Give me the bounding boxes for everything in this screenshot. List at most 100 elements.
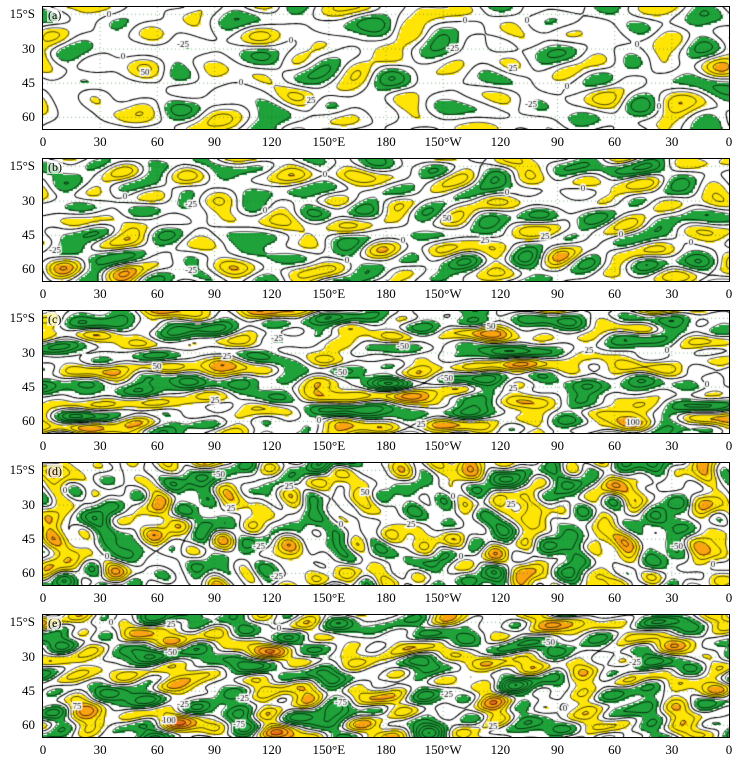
x-tick-label: 120 bbox=[490, 438, 511, 453]
panel-c: (c) 15°S 30 45 60 0 30 60 90 120 150°E 180 150°W 120 9… bbox=[10, 310, 733, 462]
panel-label-d: (d) bbox=[47, 464, 63, 478]
y-axis-a: 15°S 30 45 60 bbox=[0, 6, 38, 129]
x-tick-label: 90 bbox=[551, 438, 564, 453]
x-axis-b: 0 30 60 90 120 150°E 180 150°W 120 90 60 30 0 bbox=[40, 284, 733, 308]
y-tick-label: 45 bbox=[22, 379, 35, 395]
x-tick-label: 30 bbox=[93, 286, 107, 301]
y-tick-label: 60 bbox=[22, 413, 35, 429]
x-tick-label: 0 bbox=[725, 286, 733, 301]
x-tick-label: 90 bbox=[551, 286, 564, 301]
x-tick-label: 0 bbox=[725, 438, 733, 453]
x-tick-label: 60 bbox=[150, 590, 164, 605]
x-tick-label: 150°E bbox=[312, 286, 346, 301]
y-tick-label: 30 bbox=[22, 497, 35, 513]
x-tick-label: 60 bbox=[608, 438, 622, 453]
y-tick-label: 15°S bbox=[9, 462, 35, 478]
map-plot-b: (b) bbox=[42, 158, 730, 282]
x-tick-label: 30 bbox=[93, 742, 107, 757]
y-axis-b: 15°S 30 45 60 bbox=[0, 158, 38, 281]
x-tick-label: 30 bbox=[665, 438, 679, 453]
x-axis-d: 0 30 60 90 120 150°E 180 150°W 120 90 60 30 0 bbox=[39, 588, 733, 612]
y-tick-label: 45 bbox=[22, 227, 35, 243]
x-tick-label: 150°E bbox=[312, 742, 346, 757]
x-tick-label: 120 bbox=[261, 286, 282, 301]
x-tick-label: 150°W bbox=[424, 286, 462, 301]
y-tick-label: 30 bbox=[22, 345, 35, 361]
x-tick-label: 30 bbox=[93, 590, 107, 605]
x-tick-label: 0 bbox=[39, 590, 47, 605]
contour-canvas-c bbox=[43, 311, 729, 433]
panel-label-b: (b) bbox=[47, 160, 63, 174]
x-axis-c: 0 30 60 90 120 150°E 180 150°W 120 90 60 30 0 bbox=[39, 436, 733, 460]
y-tick-label: 45 bbox=[22, 683, 35, 699]
y-tick-label: 15°S bbox=[9, 6, 35, 22]
y-tick-label: 15°S bbox=[9, 614, 35, 630]
y-tick-label: 60 bbox=[22, 261, 35, 277]
y-tick-label: 30 bbox=[22, 649, 35, 665]
panel-e: (e) 15°S 30 45 60 0 30 60 90 120 150°E 180 150°W 120 9… bbox=[10, 614, 733, 766]
x-tick-label: 90 bbox=[208, 286, 221, 301]
y-tick-label: 45 bbox=[22, 75, 35, 91]
x-tick-label: 30 bbox=[665, 742, 679, 757]
map-plot-d: (d) bbox=[42, 462, 730, 586]
x-tick-label: 90 bbox=[208, 742, 221, 757]
x-axis-e: 0 30 60 90 120 150°E 180 150°W 120 90 60 30 0 bbox=[39, 740, 733, 764]
x-tick-label: 0 bbox=[39, 438, 47, 453]
x-tick-label: 60 bbox=[150, 134, 164, 149]
x-tick-label: 150°W bbox=[424, 590, 462, 605]
map-plot-c: (c) bbox=[42, 310, 730, 434]
x-tick-label: 120 bbox=[490, 286, 511, 301]
x-tick-label: 150°E bbox=[312, 438, 346, 453]
panel-a: (a) 15°S 30 45 60 0 30 60 90 120 150°E 180 150°W 120 9… bbox=[10, 6, 733, 158]
y-tick-label: 60 bbox=[22, 717, 35, 733]
y-tick-label: 15°S bbox=[9, 158, 35, 174]
x-tick-label: 120 bbox=[261, 134, 282, 149]
panel-d: (d) 15°S 30 45 60 0 30 60 90 120 150°E 180 150°W 120 9… bbox=[10, 462, 733, 614]
x-tick-label: 180 bbox=[376, 438, 396, 453]
map-plot-a: (a) bbox=[42, 6, 730, 130]
x-tick-label: 90 bbox=[208, 134, 221, 149]
x-tick-label: 150°W bbox=[424, 742, 462, 757]
x-tick-label: 0 bbox=[725, 134, 733, 149]
x-tick-label: 0 bbox=[39, 134, 47, 149]
y-tick-label: 30 bbox=[22, 193, 35, 209]
y-axis-e: 15°S 30 45 60 bbox=[0, 614, 38, 737]
contour-canvas-e bbox=[43, 615, 729, 737]
x-tick-label: 180 bbox=[376, 286, 396, 301]
x-tick-label: 180 bbox=[376, 742, 396, 757]
y-tick-label: 60 bbox=[22, 565, 35, 581]
y-axis-c: 15°S 30 45 60 bbox=[0, 310, 38, 433]
x-tick-label: 120 bbox=[261, 438, 282, 453]
x-tick-label: 180 bbox=[376, 590, 396, 605]
x-tick-label: 60 bbox=[150, 286, 164, 301]
x-tick-label: 60 bbox=[608, 134, 622, 149]
x-tick-label: 30 bbox=[93, 134, 107, 149]
x-tick-label: 120 bbox=[490, 742, 511, 757]
x-tick-label: 60 bbox=[150, 438, 164, 453]
x-tick-label: 150°E bbox=[312, 590, 346, 605]
contour-canvas-a bbox=[43, 7, 729, 129]
x-tick-label: 90 bbox=[208, 438, 221, 453]
x-tick-label: 30 bbox=[93, 438, 107, 453]
x-tick-label: 30 bbox=[665, 590, 679, 605]
x-tick-label: 150°W bbox=[424, 134, 462, 149]
x-tick-label: 30 bbox=[665, 134, 679, 149]
y-tick-label: 30 bbox=[22, 41, 35, 57]
x-axis-a: 0 30 60 90 120 150°E 180 150°W 120 90 60 30 0 bbox=[39, 132, 733, 156]
x-tick-label: 30 bbox=[665, 286, 679, 301]
map-plot-e: (e) bbox=[42, 614, 730, 738]
x-tick-label: 0 bbox=[725, 590, 733, 605]
x-tick-label: 120 bbox=[490, 590, 511, 605]
x-tick-label: 120 bbox=[261, 590, 282, 605]
x-tick-label: 90 bbox=[551, 134, 564, 149]
y-tick-label: 45 bbox=[22, 531, 35, 547]
x-tick-label: 150°E bbox=[312, 134, 346, 149]
x-tick-label: 0 bbox=[39, 742, 47, 757]
x-tick-label: 60 bbox=[608, 286, 622, 301]
contour-canvas-d bbox=[43, 463, 729, 585]
x-tick-label: 90 bbox=[551, 590, 564, 605]
x-tick-label: 120 bbox=[261, 742, 282, 757]
x-tick-label: 60 bbox=[150, 742, 164, 757]
x-tick-label: 60 bbox=[608, 742, 622, 757]
